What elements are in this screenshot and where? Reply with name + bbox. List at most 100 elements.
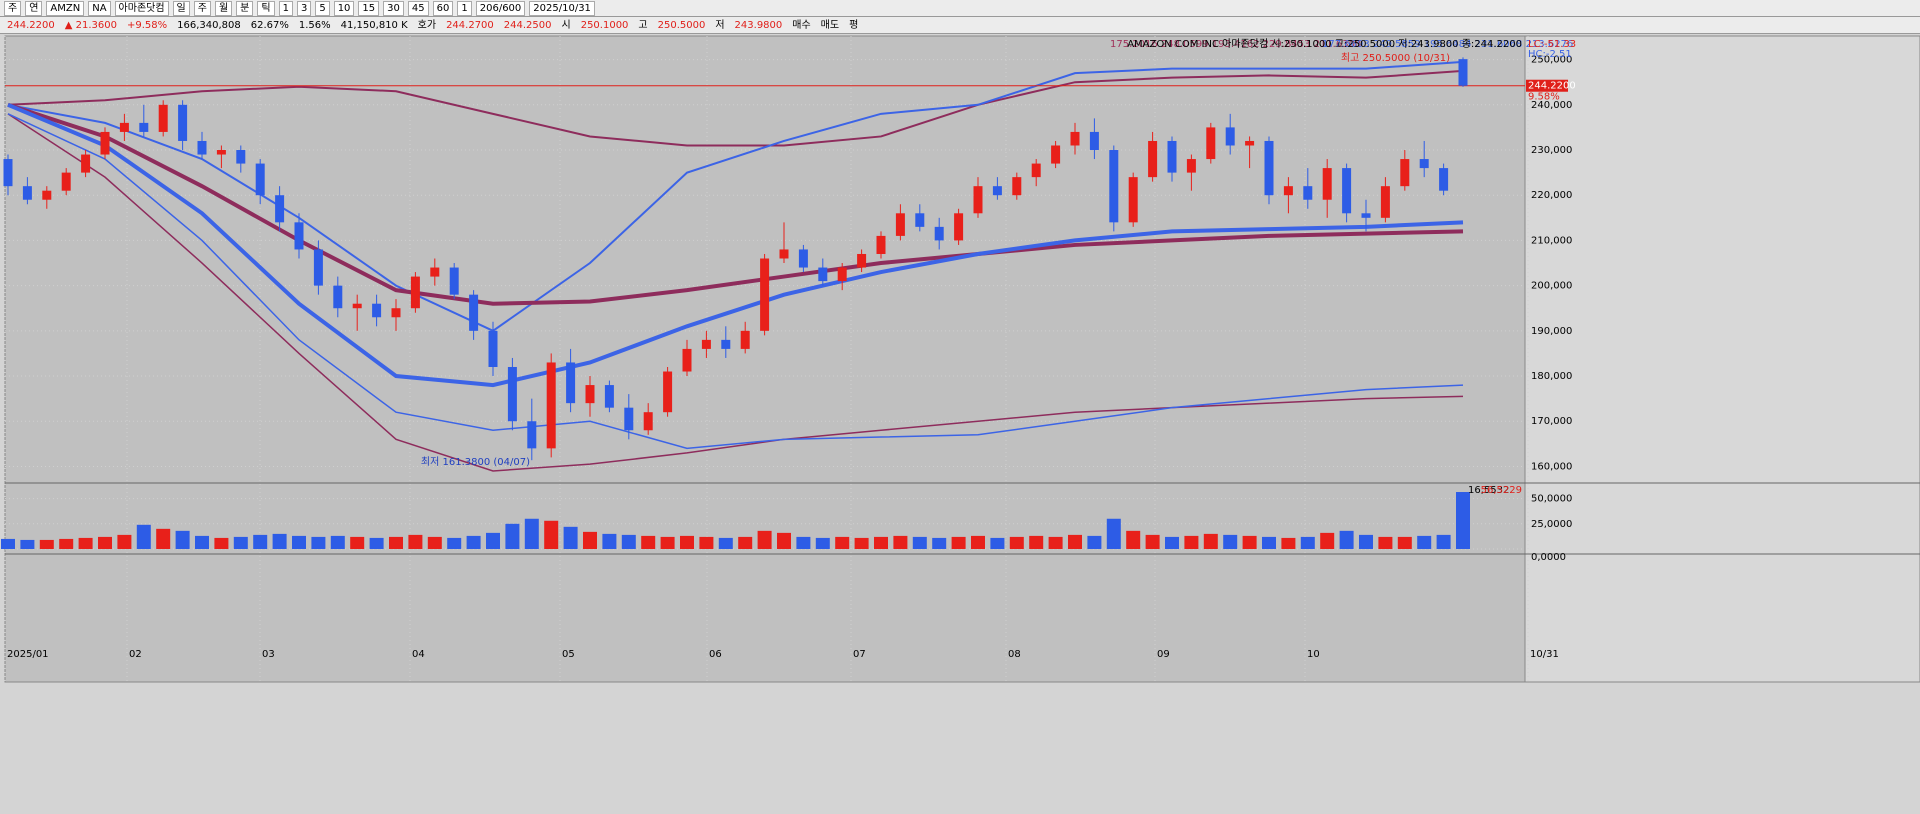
candle-body [178, 104, 188, 141]
volume-bar [757, 530, 772, 549]
toolbar-button[interactable]: 월 [214, 0, 233, 16]
volume-bar [1262, 536, 1276, 549]
x-tick-label: 04 [412, 649, 425, 660]
candle-body [934, 226, 944, 241]
volume-bar [486, 532, 500, 549]
volume-bar [136, 524, 151, 549]
x-tick-label: 10/31 [1530, 649, 1559, 660]
candle-body [313, 249, 323, 286]
volume-bar [1165, 536, 1179, 549]
volume-bar [835, 536, 850, 549]
y-tick-label: 240,000 [1531, 100, 1572, 111]
toolbar-button[interactable]: 3 [296, 0, 312, 16]
toolbar-button[interactable]: 일 [172, 0, 190, 16]
toolbar-button[interactable]: 아마존닷컴 [114, 0, 169, 16]
volume-bar [408, 534, 423, 549]
toolbar-button[interactable]: 45 [407, 0, 429, 16]
toolbar-button[interactable]: 틱 [257, 0, 275, 16]
candle-body [391, 308, 401, 318]
candle-body [1458, 59, 1468, 86]
volume-bar [1184, 535, 1199, 549]
toolbar-button[interactable]: 주 [193, 0, 211, 16]
x-tick-label: 03 [262, 649, 275, 660]
quote-item: 166,340,808 [177, 19, 241, 31]
toolbar-button[interactable]: 연 [25, 0, 43, 16]
volume-bar [912, 536, 927, 549]
candle-body [818, 267, 828, 282]
quote-item: +9.58% [126, 19, 168, 31]
toolbar-button[interactable]: NA [88, 0, 111, 16]
volume-bar [78, 537, 93, 549]
toolbar-button[interactable]: 10 [333, 0, 355, 16]
quote-item: 250.5000 [657, 19, 706, 31]
volume-bar [621, 534, 636, 549]
candle-body [216, 150, 226, 155]
candle-body [857, 253, 867, 268]
volume-bar [893, 535, 908, 549]
volume-bar [680, 535, 694, 549]
volume-bar [1242, 535, 1257, 549]
toolbar-button[interactable]: 분 [236, 0, 254, 16]
candle-body [663, 371, 673, 413]
toolbar-button[interactable]: 주 [4, 0, 22, 16]
candle-body [1051, 145, 1061, 164]
y-tick-label: 230,000 [1531, 145, 1572, 156]
volume-bar [641, 535, 656, 549]
volume-bar [350, 536, 365, 549]
quote-item: 평 [849, 19, 859, 31]
x-tick-label: 10 [1307, 649, 1320, 660]
volume-bar [815, 537, 830, 549]
candle-body [1109, 150, 1119, 223]
quote-item: 호가 [417, 19, 437, 31]
candle-body [1245, 140, 1255, 146]
indicator-line [7, 69, 1464, 147]
y-tick-label: 210,000 [1531, 235, 1572, 246]
candle-body [1439, 168, 1449, 191]
volume-bar [233, 536, 248, 549]
volume-bar [1009, 536, 1024, 549]
quote-item: 250.1000 [580, 19, 629, 31]
volume-bar [330, 535, 345, 549]
axis-bg [1524, 35, 1920, 683]
candle-body [1400, 159, 1410, 187]
volume-bar [1203, 533, 1218, 549]
toolbar-button[interactable]: 206/600 [475, 0, 526, 16]
toolbar-button[interactable]: 1 [278, 0, 293, 16]
x-tick-label: 02 [129, 649, 142, 660]
candle-body [721, 339, 731, 349]
volume-bar [505, 523, 520, 549]
volume-bar [1223, 534, 1238, 549]
y-tick-label: 180,000 [1531, 371, 1572, 382]
volume-bar [563, 526, 578, 549]
volume-bar [20, 539, 35, 549]
volume-bar [59, 538, 74, 549]
toolbar-button[interactable]: 60 [432, 0, 454, 16]
candle-body [837, 267, 847, 282]
candle-body [1225, 127, 1235, 146]
vol-tick-label: 50,0000 [1531, 494, 1572, 505]
quote-item: 1.56% [298, 19, 331, 31]
x-tick-label: 08 [1008, 649, 1021, 660]
candle-body [507, 366, 517, 422]
toolbar-button[interactable]: 15 [358, 0, 380, 16]
candle-body [22, 186, 32, 200]
candle-body [682, 348, 692, 372]
candle-body [3, 159, 13, 187]
candle-body [1303, 186, 1313, 200]
volume-bar [1339, 530, 1354, 549]
toolbar-button[interactable]: 1 [457, 0, 472, 16]
change-label: 9.58% [1528, 92, 1560, 103]
toolbar-button[interactable]: 2025/10/31 [529, 0, 595, 16]
toolbar-button[interactable]: 30 [383, 0, 404, 16]
candle-body [604, 385, 614, 408]
candle-body [527, 421, 537, 449]
candle-body [566, 362, 576, 404]
vol-avg-label: 16,5532 [1468, 485, 1509, 496]
volume-bar [447, 537, 462, 549]
volume-bar [1281, 537, 1296, 549]
toolbar-button[interactable]: AMZN [46, 0, 85, 16]
candle-body [352, 303, 362, 309]
quote-bar: 244.2200 ▲ 21.3600 +9.58% 166,340,808 62.67%… [0, 17, 1920, 34]
toolbar-button[interactable]: 5 [315, 0, 330, 16]
volume-bar [253, 534, 268, 549]
